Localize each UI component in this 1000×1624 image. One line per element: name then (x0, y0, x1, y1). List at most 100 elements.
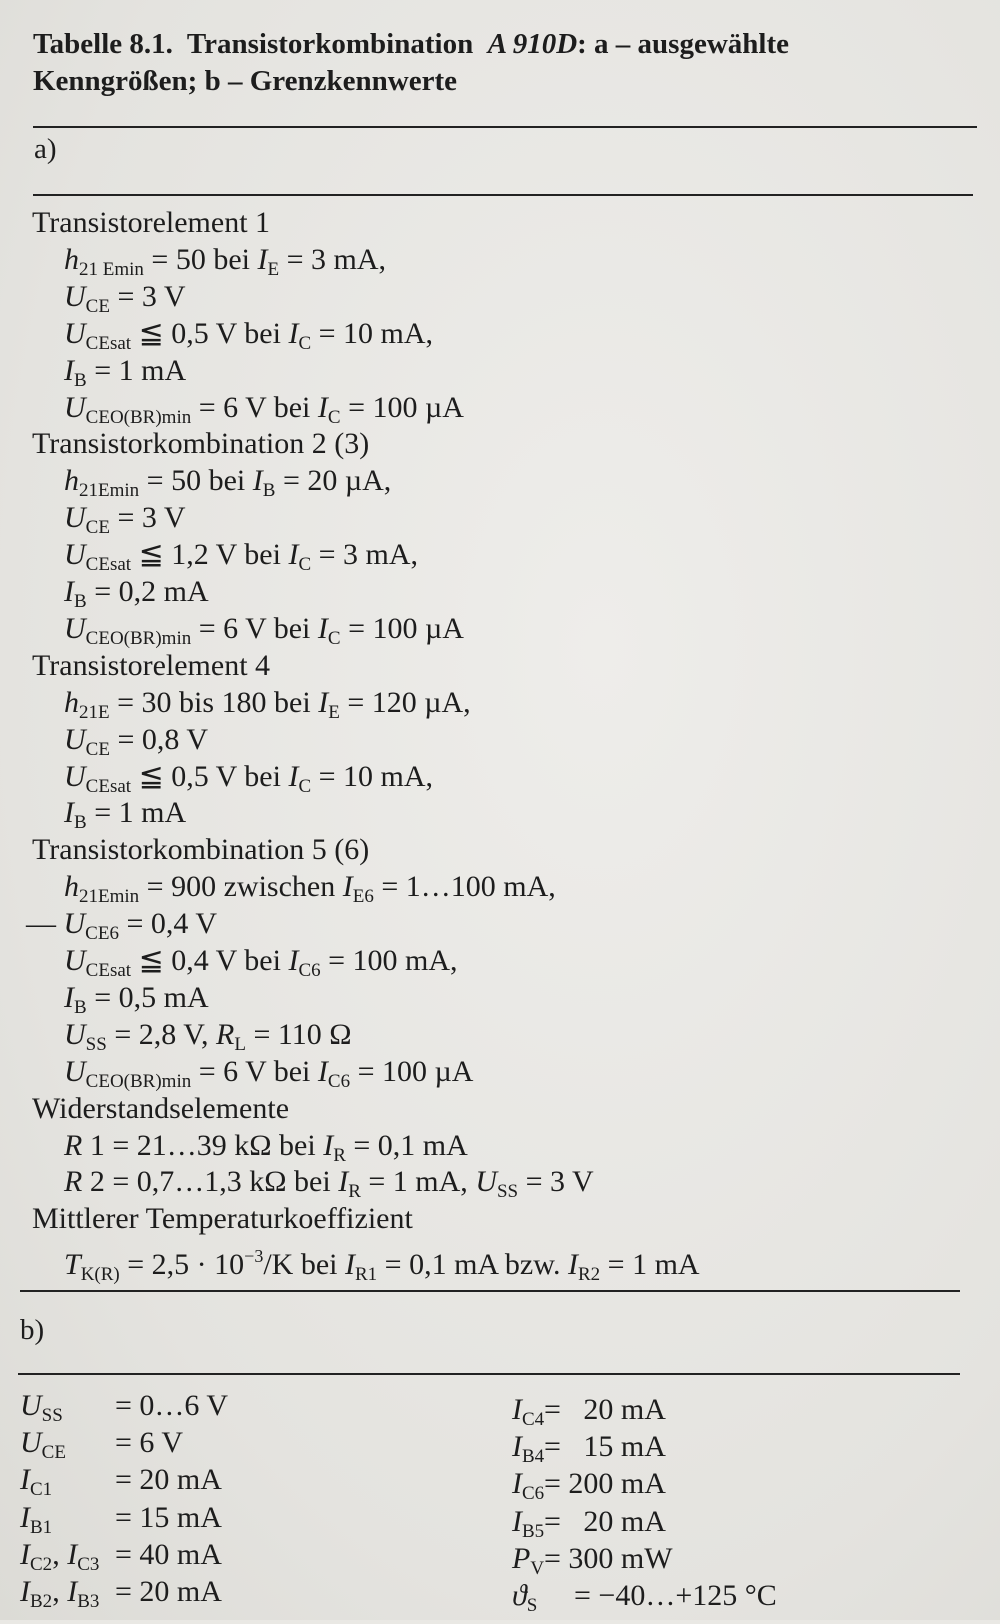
subscript: B (74, 812, 87, 834)
limit-value: = 0…6 V (115, 1389, 229, 1422)
subscript: CEsat (85, 554, 132, 576)
divider (18, 1373, 960, 1375)
parameter-line: UCEsat ≦ 0,5 V bei IC = 10 mA, (64, 759, 433, 805)
text-run: U (64, 538, 86, 572)
text-run: = 3 V (109, 279, 186, 313)
text-run: = 120 µA, (339, 685, 471, 719)
parameter-line: UCE = 0,8 V (64, 722, 208, 768)
subscript: C (298, 554, 312, 576)
text-run: = 1 mA (86, 353, 187, 387)
text-run: U (64, 501, 86, 535)
text-run: I (318, 685, 329, 719)
text-run: I (567, 1248, 578, 1282)
text-run: Mittlerer Temperaturkoeffizient (32, 1202, 413, 1236)
section-heading: Transistorkombination 5 (6) (32, 832, 369, 868)
subscript: C6 (327, 1070, 351, 1092)
text-run: = 2,8 V, (106, 1017, 216, 1051)
text-run: ≦ 0,5 V bei (131, 316, 289, 350)
parameter-line: UCEO(BR)min = 6 V bei IC = 100 µA (64, 611, 464, 657)
text-run: = 2,5 · 10 (119, 1248, 245, 1282)
text-run: = 3 V (109, 501, 186, 535)
text-run: h (64, 685, 79, 719)
section-heading: Transistorkombination 2 (3) (32, 426, 369, 462)
text-run: , (52, 1537, 68, 1571)
parameter-line: IB = 1 mA (64, 795, 186, 841)
parameter-line: h21Emin = 50 bei IB = 20 µA, (64, 463, 391, 509)
subscript: E (328, 701, 340, 723)
parameter-line: h21E = 30 bis 180 bei IE = 120 µA, (64, 685, 471, 731)
text-run: I (257, 242, 268, 276)
text-run: = 3 mA, (311, 538, 419, 572)
limit-symbol: PV (512, 1541, 544, 1587)
subscript: CE (85, 295, 110, 317)
subscript: B (74, 369, 87, 391)
text-run: , (52, 1575, 68, 1608)
text-run: I (20, 1463, 30, 1497)
subscript: V (530, 1557, 545, 1579)
text-run: I (317, 390, 328, 424)
text-run: I (512, 1430, 522, 1464)
text-run: = 6 V bei (191, 1054, 318, 1088)
text-run: I (64, 575, 74, 608)
limit-symbol: IB5 (512, 1504, 544, 1550)
text-run: = 100 µA (340, 611, 464, 645)
parameter-line: UCEsat ≦ 1,2 V bei IC = 3 mA, (64, 537, 418, 583)
text-run: U (63, 907, 86, 941)
section-heading: Transistorelement 4 (32, 648, 270, 684)
parameter-line: UCEsat ≦ 0,5 V bei IC = 10 mA, (64, 316, 433, 362)
limit-symbol: UCE (20, 1425, 66, 1471)
part-a-label: a) (34, 133, 57, 165)
subscript: CE (85, 517, 110, 539)
text-run: I (342, 870, 353, 904)
parameter-line: R 1 = 21…39 kΩ bei IR = 0,1 mA (64, 1128, 468, 1174)
text-run: = 110 Ω (245, 1017, 352, 1051)
part-b-label: b) (20, 1314, 45, 1346)
section-heading: Mittlerer Temperaturkoeffizient (32, 1201, 413, 1237)
subscript: CEO(BR)min (85, 406, 192, 428)
caption-title: Transistorkombination (186, 28, 474, 60)
text-run: I (252, 464, 263, 498)
text-run: T (64, 1248, 81, 1282)
text-run: ≦ 0,4 V bei (131, 944, 289, 977)
limit-symbol: IC4 (512, 1392, 544, 1438)
limit-symbol: IC6 (512, 1466, 544, 1512)
superscript: −3 (244, 1246, 264, 1267)
text-run: I (288, 316, 299, 350)
subscript: R1 (354, 1264, 378, 1286)
limit-symbol: IB4 (512, 1429, 544, 1475)
text-run: = 900 zwischen (139, 870, 343, 904)
text-run: I (317, 1054, 328, 1088)
text-run: I (512, 1504, 522, 1538)
text-run: = 100 mA, (320, 944, 458, 977)
text-run: U (64, 759, 86, 793)
text-run: = 0,2 mA (86, 575, 209, 608)
subscript: CE (41, 1442, 66, 1464)
subscript: C3 (77, 1553, 100, 1575)
subscript: C (327, 627, 341, 649)
parameter-line: — UCE6 = 0,4 V (26, 906, 217, 952)
subscript: R (333, 1144, 346, 1166)
text-run: Transistorelement 1 (32, 206, 271, 239)
text-run: ≦ 1,2 V bei (131, 538, 289, 572)
subscript: CEsat (85, 775, 132, 797)
limit-value: = 15 mA (115, 1500, 222, 1534)
text-run: = 0,4 V (118, 907, 217, 941)
subscript: 21 Emin (79, 258, 144, 280)
subscript: C4 (522, 1409, 545, 1430)
text-run: U (475, 1165, 497, 1199)
text-run: 2 = 0,7…1,3 kΩ bei (82, 1165, 339, 1199)
text-run: — (26, 907, 64, 941)
text-run: = 3 mA, (279, 242, 387, 276)
subscript: B3 (77, 1591, 100, 1612)
subscript: R2 (577, 1264, 601, 1286)
parameter-line: TK(R) = 2,5 · 10−3/K bei IR1 = 0,1 mA bz… (64, 1238, 700, 1293)
parameter-line: UCEsat ≦ 0,4 V bei IC6 = 100 mA, (64, 943, 458, 989)
text-run: = 6 V bei (191, 390, 318, 424)
text-run: I (317, 611, 328, 645)
text-run: = 1 mA, (360, 1165, 476, 1199)
text-run: ≦ 0,5 V bei (131, 759, 289, 793)
text-run: I (67, 1575, 78, 1608)
text-run: R (64, 1128, 83, 1162)
text-run: = 6 V bei (191, 611, 318, 645)
limit-value: = −40…+125 °C (574, 1579, 777, 1612)
